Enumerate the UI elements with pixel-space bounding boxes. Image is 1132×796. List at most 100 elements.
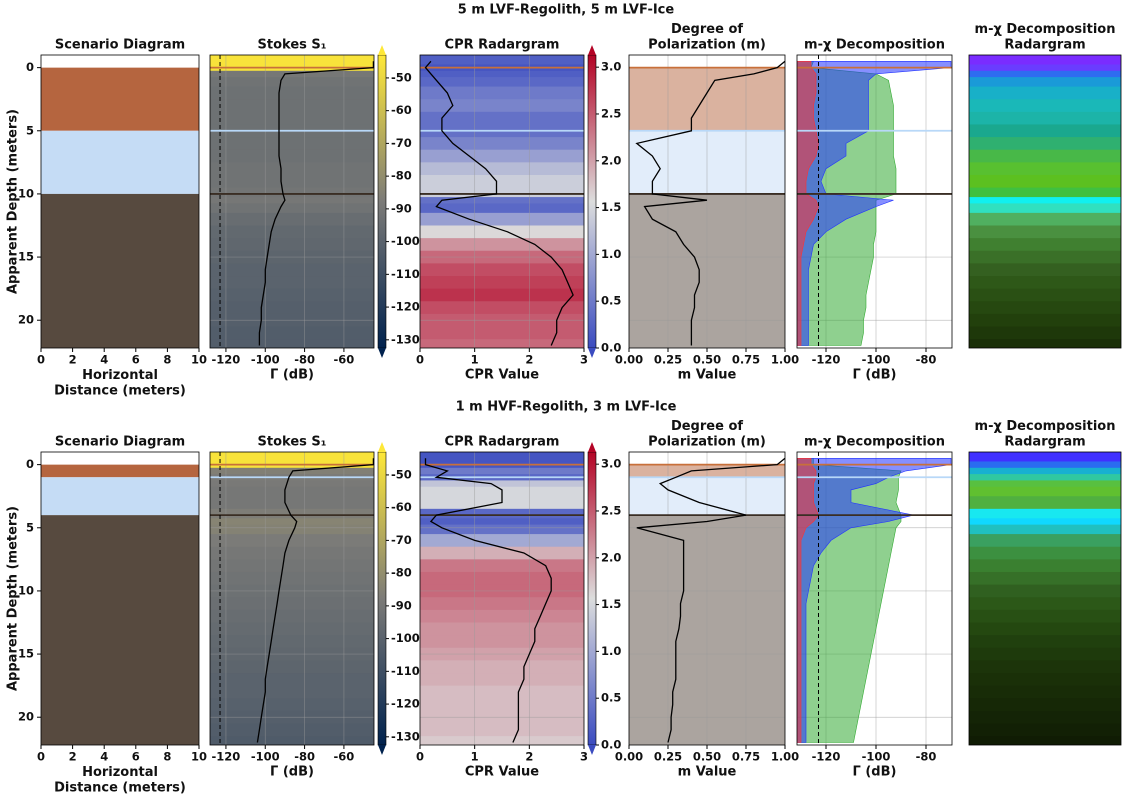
background-band bbox=[420, 609, 584, 623]
background-band bbox=[210, 518, 374, 526]
layer bbox=[41, 130, 199, 194]
background-band bbox=[210, 326, 374, 340]
background-band bbox=[420, 70, 584, 78]
radargram-band bbox=[969, 276, 1121, 290]
radargram-band bbox=[969, 698, 1121, 712]
colorbar-extend bbox=[378, 745, 386, 755]
background-band bbox=[420, 524, 584, 535]
radargram-band bbox=[969, 174, 1121, 189]
radargram-band bbox=[969, 508, 1121, 519]
background-band bbox=[420, 197, 584, 204]
colorbar-tick-label: -60 bbox=[391, 500, 412, 514]
background-band bbox=[210, 149, 374, 163]
colorbar-tick-label: 0.5 bbox=[601, 691, 621, 705]
background-band bbox=[420, 685, 584, 699]
panel-title: Scenario Diagram bbox=[55, 435, 185, 450]
background-band bbox=[210, 571, 374, 586]
y-tick-label: 0 bbox=[26, 457, 34, 471]
profile-line bbox=[636, 457, 785, 743]
colorbar-tick-label: -110 bbox=[391, 267, 420, 281]
colorbar-extend bbox=[588, 442, 596, 452]
panel bbox=[420, 452, 584, 745]
background-band bbox=[210, 137, 374, 151]
background-band bbox=[420, 597, 584, 611]
area bbox=[797, 60, 819, 346]
background-band bbox=[210, 174, 374, 189]
colorbar-tick-label: -100 bbox=[391, 631, 420, 645]
x-axis-label: CPR Value bbox=[465, 765, 539, 780]
figure-title: 1 m HVF-Regolith, 3 m LVF-Ice bbox=[456, 400, 677, 415]
layer bbox=[41, 193, 199, 348]
y-tick-label: 5 bbox=[26, 123, 34, 137]
background-band bbox=[420, 673, 584, 687]
radargram-band bbox=[969, 660, 1121, 674]
radargram-band bbox=[969, 723, 1121, 737]
y-tick-label: 20 bbox=[18, 313, 34, 327]
radargram-band bbox=[969, 149, 1121, 163]
radargram-band bbox=[969, 584, 1121, 598]
background-band bbox=[420, 86, 584, 100]
radargram-band bbox=[969, 99, 1121, 113]
radargram-band bbox=[969, 546, 1121, 560]
background-band bbox=[210, 597, 374, 611]
radargram-band bbox=[969, 486, 1121, 497]
background-band bbox=[420, 480, 584, 488]
background-band bbox=[420, 467, 584, 475]
profile-line bbox=[635, 60, 785, 346]
x-axis-label: Horizontal Distance (meters) bbox=[54, 368, 186, 399]
background-band bbox=[210, 480, 374, 488]
colorbar-tick-label: -80 bbox=[391, 169, 412, 183]
x-tick-label: 0.50 bbox=[693, 353, 721, 367]
x-tick-label: 0.50 bbox=[693, 750, 721, 764]
background-band bbox=[420, 508, 584, 519]
y-tick-label: 20 bbox=[18, 710, 34, 724]
panel-title: Stokes S₁ bbox=[258, 38, 327, 53]
x-tick-label: -100 bbox=[862, 750, 891, 764]
x-tick-label: -120 bbox=[212, 750, 241, 764]
x-tick-label: -100 bbox=[251, 353, 280, 367]
layer bbox=[41, 477, 199, 516]
panel-title: CPR Radargram bbox=[445, 435, 560, 450]
panel bbox=[420, 55, 584, 348]
colorbar bbox=[377, 54, 387, 349]
panel-frame bbox=[419, 451, 585, 746]
colorbar-tick-label: 0.5 bbox=[601, 294, 621, 308]
radargram-band bbox=[969, 326, 1121, 340]
radargram-band bbox=[969, 635, 1121, 649]
panel bbox=[797, 55, 952, 348]
radargram-band bbox=[969, 111, 1121, 125]
x-tick-label: 0 bbox=[416, 750, 424, 764]
radargram-band bbox=[969, 467, 1121, 475]
colorbar-extend bbox=[588, 745, 596, 755]
background-band bbox=[420, 77, 584, 88]
radargram-band bbox=[969, 203, 1121, 214]
colorbar-tick-label: -90 bbox=[391, 598, 412, 612]
panel bbox=[797, 452, 952, 745]
x-axis-label: Γ (dB) bbox=[853, 765, 897, 780]
radargram-band bbox=[969, 225, 1121, 239]
colorbar-tick-label: 2.0 bbox=[601, 550, 621, 564]
x-tick-label: -60 bbox=[334, 750, 355, 764]
x-axis-label: Γ (dB) bbox=[853, 368, 897, 383]
x-tick-label: -100 bbox=[251, 750, 280, 764]
radargram-band bbox=[969, 263, 1121, 277]
background-band bbox=[420, 723, 584, 737]
x-tick-label: 6 bbox=[132, 353, 140, 367]
background-band bbox=[210, 238, 374, 252]
colorbar-tick-label: -90 bbox=[391, 201, 412, 215]
background-band bbox=[210, 77, 374, 88]
radargram-band bbox=[969, 710, 1121, 725]
panel-title: m-χ Decomposition bbox=[804, 435, 945, 450]
layer bbox=[41, 67, 199, 131]
x-tick-label: -120 bbox=[812, 750, 841, 764]
colorbar-tick-label: 3.0 bbox=[601, 457, 621, 471]
background-band bbox=[210, 546, 374, 560]
x-tick-label: 1.00 bbox=[771, 353, 799, 367]
colorbar-tick-label: -50 bbox=[391, 467, 412, 481]
y-axis-label: Apparent Depth (meters) bbox=[6, 506, 21, 691]
background-band bbox=[420, 162, 584, 176]
background-band bbox=[420, 339, 584, 348]
panel bbox=[41, 464, 199, 745]
panel-frame bbox=[628, 54, 786, 349]
radargram-band bbox=[969, 64, 1121, 72]
